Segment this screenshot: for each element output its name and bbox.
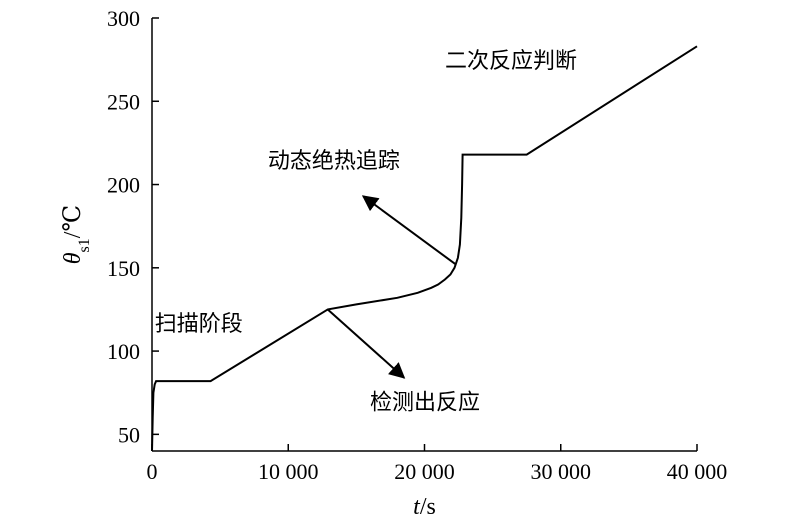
x-tick-label: 0 bbox=[147, 459, 158, 484]
x-tick-label: 20 000 bbox=[394, 459, 455, 484]
annotation-label: 二次反应判断 bbox=[445, 49, 577, 74]
y-axis-unit: /℃ bbox=[60, 205, 86, 239]
y-axis-var: θ bbox=[60, 252, 86, 264]
x-tick-label: 30 000 bbox=[531, 459, 592, 484]
annotation-arrow bbox=[361, 195, 457, 266]
x-axis-unit: /s bbox=[420, 494, 436, 520]
y-axis-subscript: s1 bbox=[76, 238, 93, 252]
y-ticks: 50 100 150 200 250 300 bbox=[107, 6, 159, 447]
x-ticks: 0 10 000 20 000 30 000 40 000 bbox=[147, 444, 728, 484]
x-tick-label: 40 000 bbox=[667, 459, 728, 484]
series-layer bbox=[151, 45, 698, 452]
y-tick-label: 150 bbox=[107, 256, 140, 281]
y-tick-label: 50 bbox=[118, 422, 140, 447]
x-tick-label: 10 000 bbox=[258, 459, 319, 484]
annotation-label: 扫描阶段 bbox=[155, 312, 243, 337]
y-tick-label: 250 bbox=[107, 89, 140, 114]
annotation-label: 检测出反应 bbox=[370, 390, 480, 415]
series-line bbox=[151, 45, 698, 452]
x-axis-var: t bbox=[413, 494, 421, 520]
annotation-label: 动态绝热追踪 bbox=[268, 149, 400, 174]
x-axis-title: t/s bbox=[413, 494, 436, 520]
y-tick-label: 300 bbox=[107, 6, 140, 31]
annotation-arrow bbox=[327, 308, 406, 379]
y-tick-label: 100 bbox=[107, 339, 140, 364]
y-axis-title: θs1/℃ bbox=[60, 205, 93, 265]
axes bbox=[151, 18, 697, 452]
y-tick-label: 200 bbox=[107, 173, 140, 198]
